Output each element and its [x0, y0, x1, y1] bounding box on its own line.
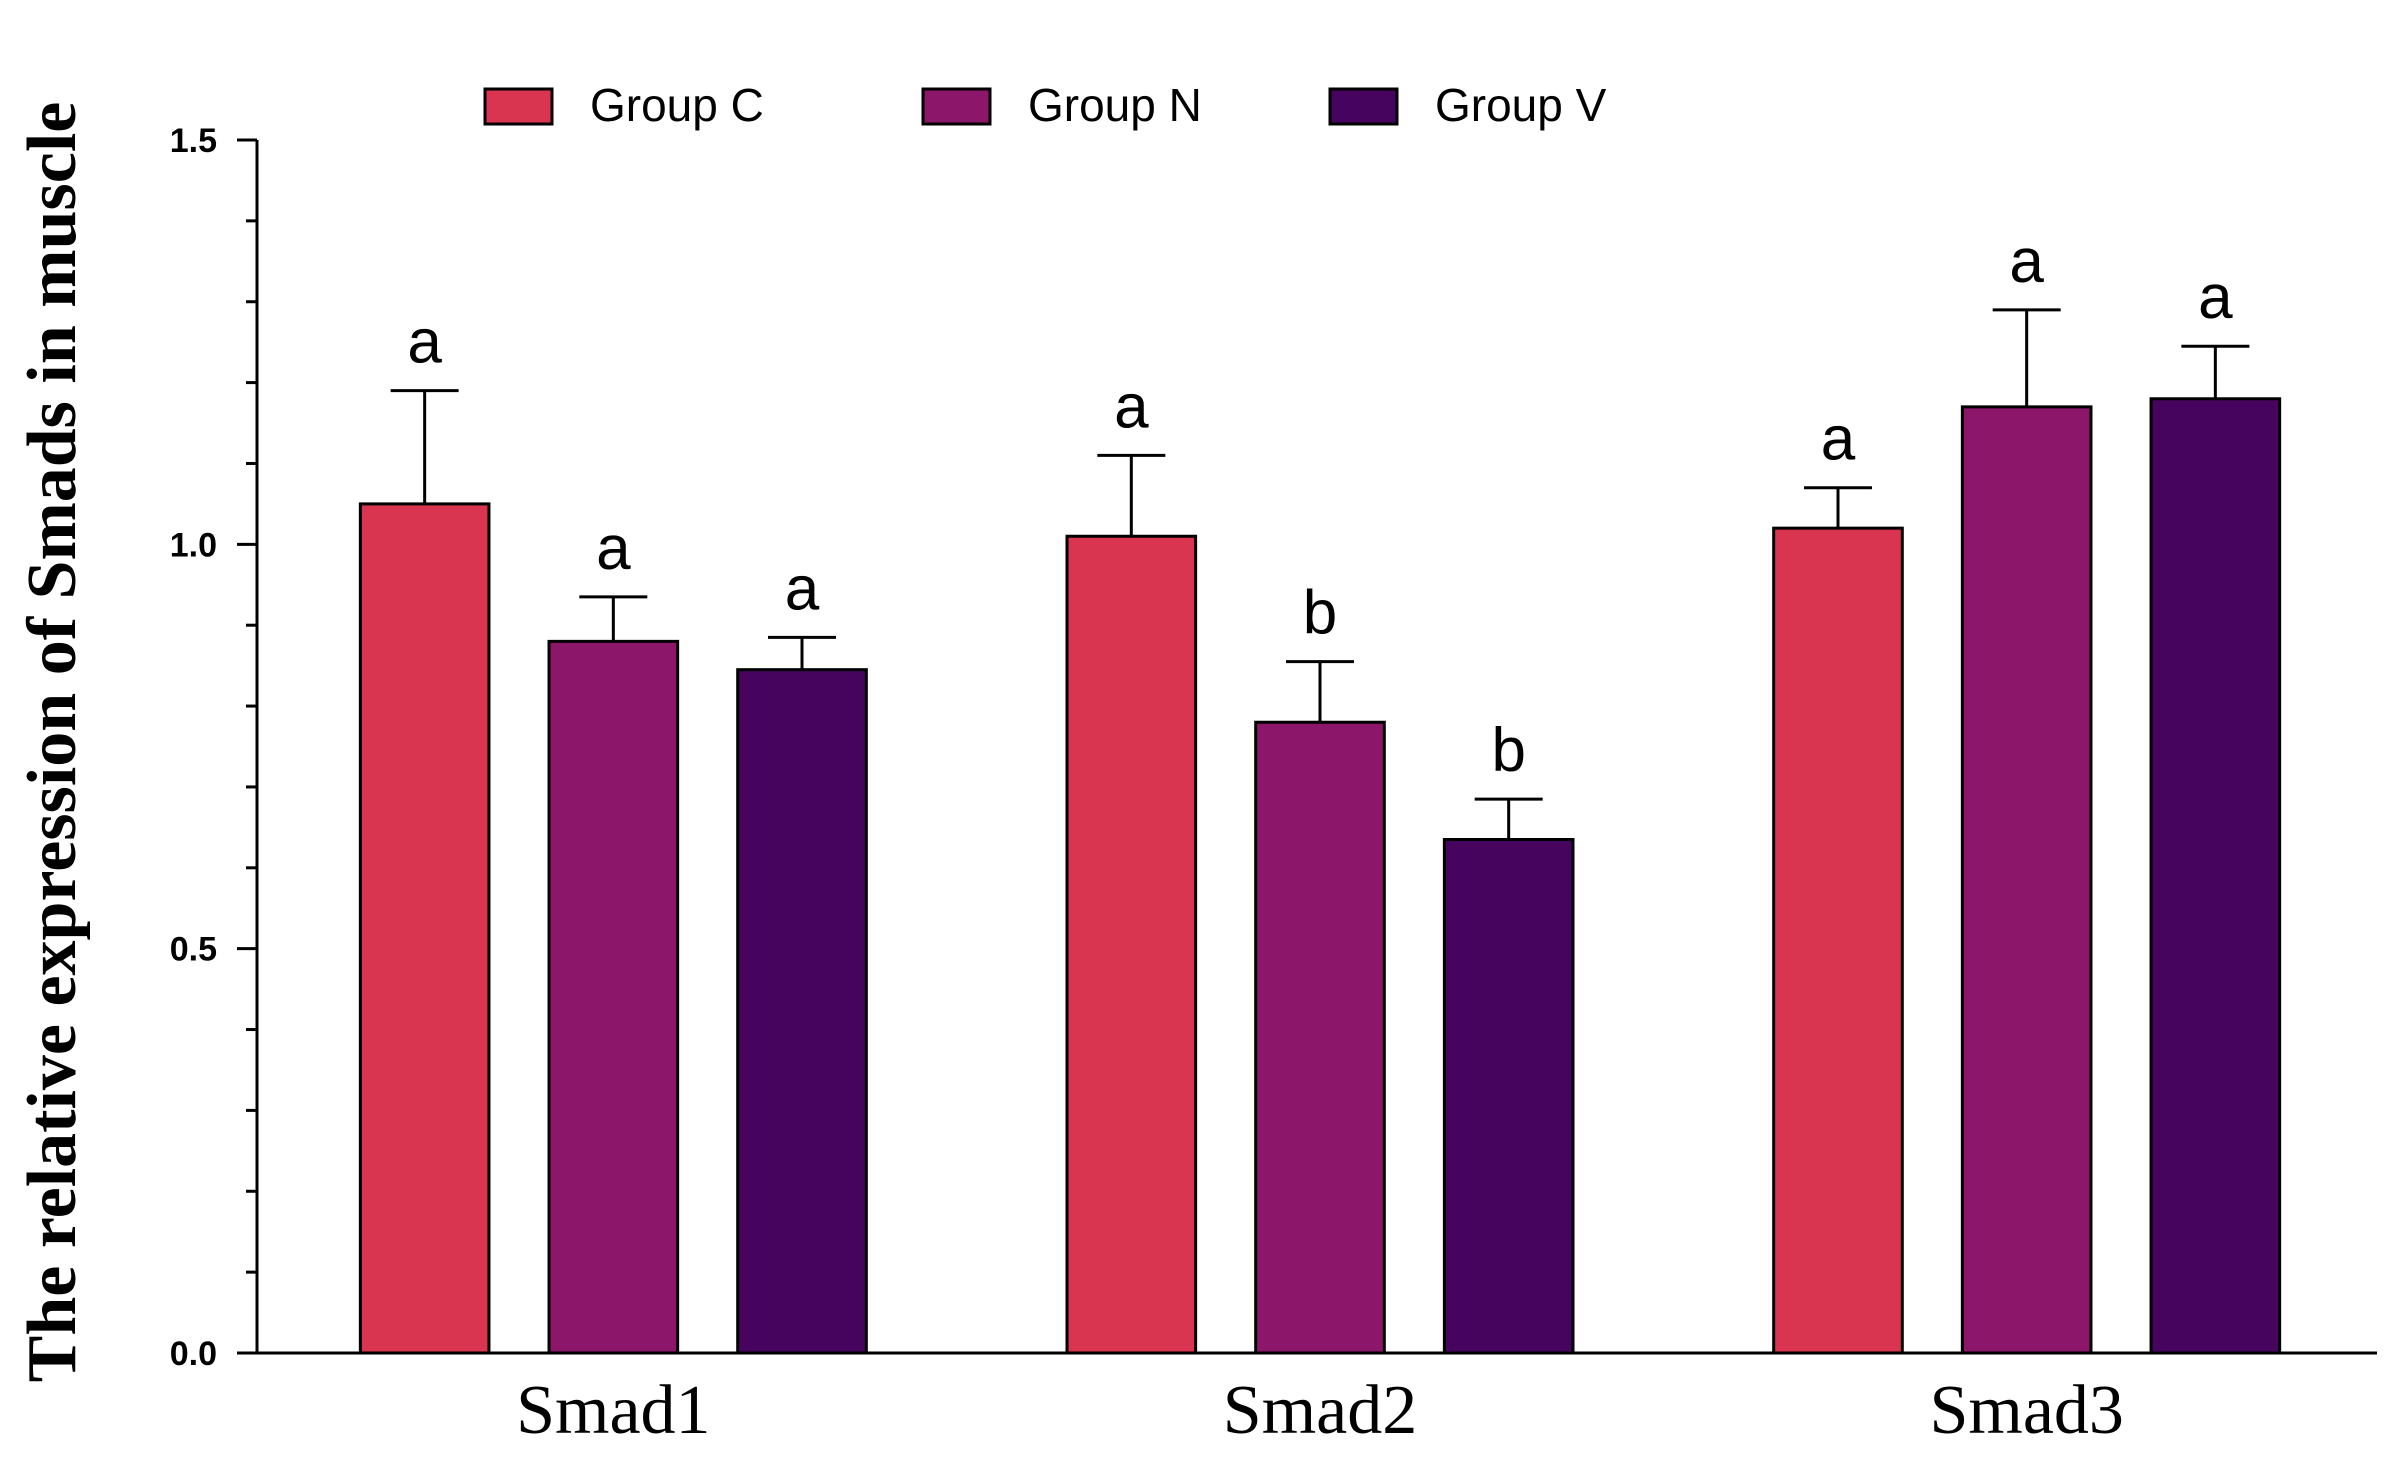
significance-label: a: [2198, 263, 2233, 332]
legend-swatch: [1328, 87, 1399, 126]
bars: a a a a b b a a a: [358, 227, 2282, 1355]
x-tick-label: Smad3: [1929, 1372, 2123, 1449]
significance-label: b: [1491, 716, 1525, 785]
x-tick-label: Smad1: [516, 1372, 710, 1449]
significance-label: a: [1821, 405, 1856, 474]
significance-label: a: [1114, 372, 1149, 441]
y-tick-label: 0.5: [170, 931, 217, 969]
legend: Group C Group N Group V: [483, 79, 1607, 131]
bar: [736, 668, 868, 1355]
bar: [1960, 405, 2093, 1355]
bar: [1772, 526, 1904, 1355]
bar: [2149, 397, 2282, 1355]
y-axis-label: The relative expression of Smads in musc…: [14, 102, 91, 1383]
bar: [1065, 534, 1198, 1355]
significance-label: a: [785, 554, 820, 623]
y-axis: 0.0 0.5 1.0 1.5: [170, 122, 259, 1373]
legend-label: Group N: [1028, 79, 1202, 131]
bar: [1442, 837, 1575, 1355]
legend-label: Group C: [590, 79, 764, 131]
y-tick-label: 1.0: [170, 526, 217, 564]
legend-swatch: [483, 87, 554, 126]
bar: [358, 502, 491, 1355]
bar: [1254, 720, 1386, 1355]
legend-swatch: [921, 87, 992, 126]
bar: [547, 639, 680, 1355]
x-axis: Smad1 Smad2 Smad3: [257, 1351, 2377, 1449]
significance-label: a: [596, 514, 631, 583]
significance-label: a: [2009, 227, 2044, 296]
x-tick-label: Smad2: [1223, 1372, 1417, 1449]
significance-label: b: [1303, 579, 1337, 648]
y-tick-label: 0.0: [170, 1335, 217, 1373]
legend-label: Group V: [1435, 79, 1607, 131]
y-tick-label: 1.5: [170, 122, 217, 160]
significance-label: a: [407, 308, 442, 377]
